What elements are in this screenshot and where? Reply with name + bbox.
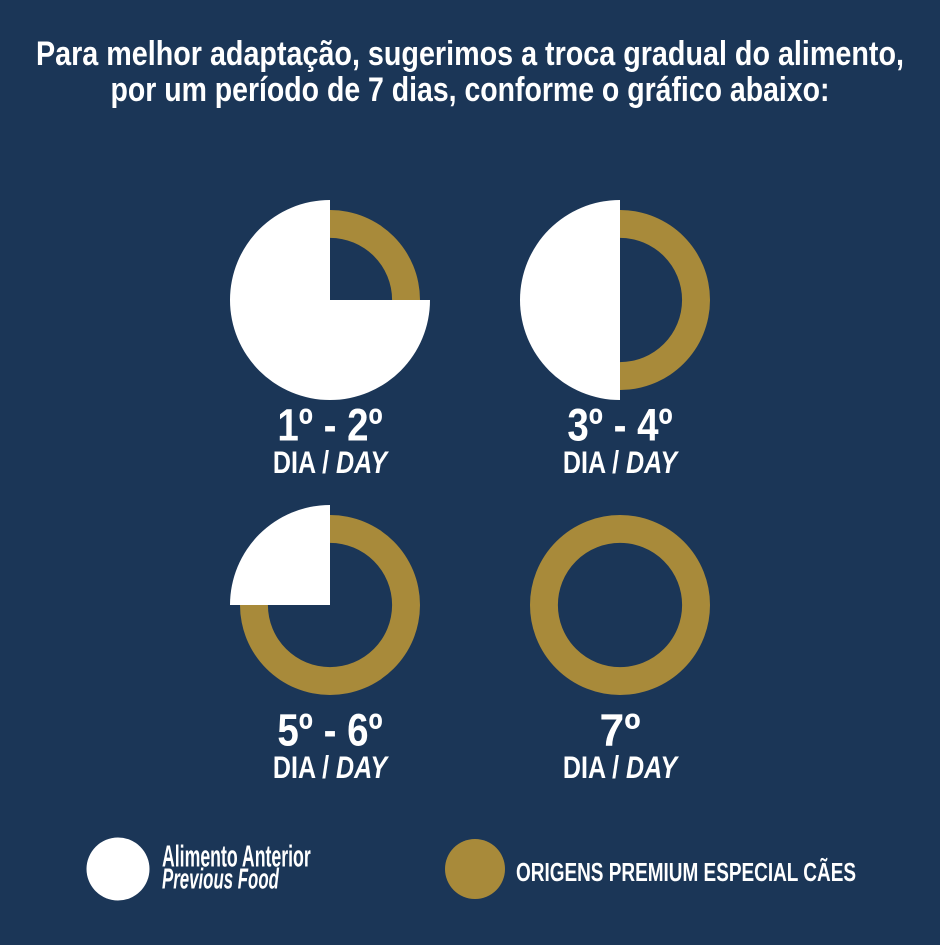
svg-text:DIA / DAY: DIA / DAY bbox=[273, 444, 389, 480]
svg-text:DIA / DAY: DIA / DAY bbox=[563, 749, 679, 785]
svg-text:DIA / DAY: DIA / DAY bbox=[563, 444, 679, 480]
svg-text:ORIGENS PREMIUM ESPECIAL CÃES: ORIGENS PREMIUM ESPECIAL CÃES bbox=[516, 857, 856, 887]
svg-text:por um período de 7 dias, conf: por um período de 7 dias, conforme o grá… bbox=[111, 71, 830, 109]
svg-text:DIA / DAY: DIA / DAY bbox=[273, 749, 389, 785]
svg-text:Previous Food: Previous Food bbox=[162, 863, 279, 895]
svg-text:Para melhor adaptação, sugerim: Para melhor adaptação, sugerimos a troca… bbox=[36, 35, 904, 73]
